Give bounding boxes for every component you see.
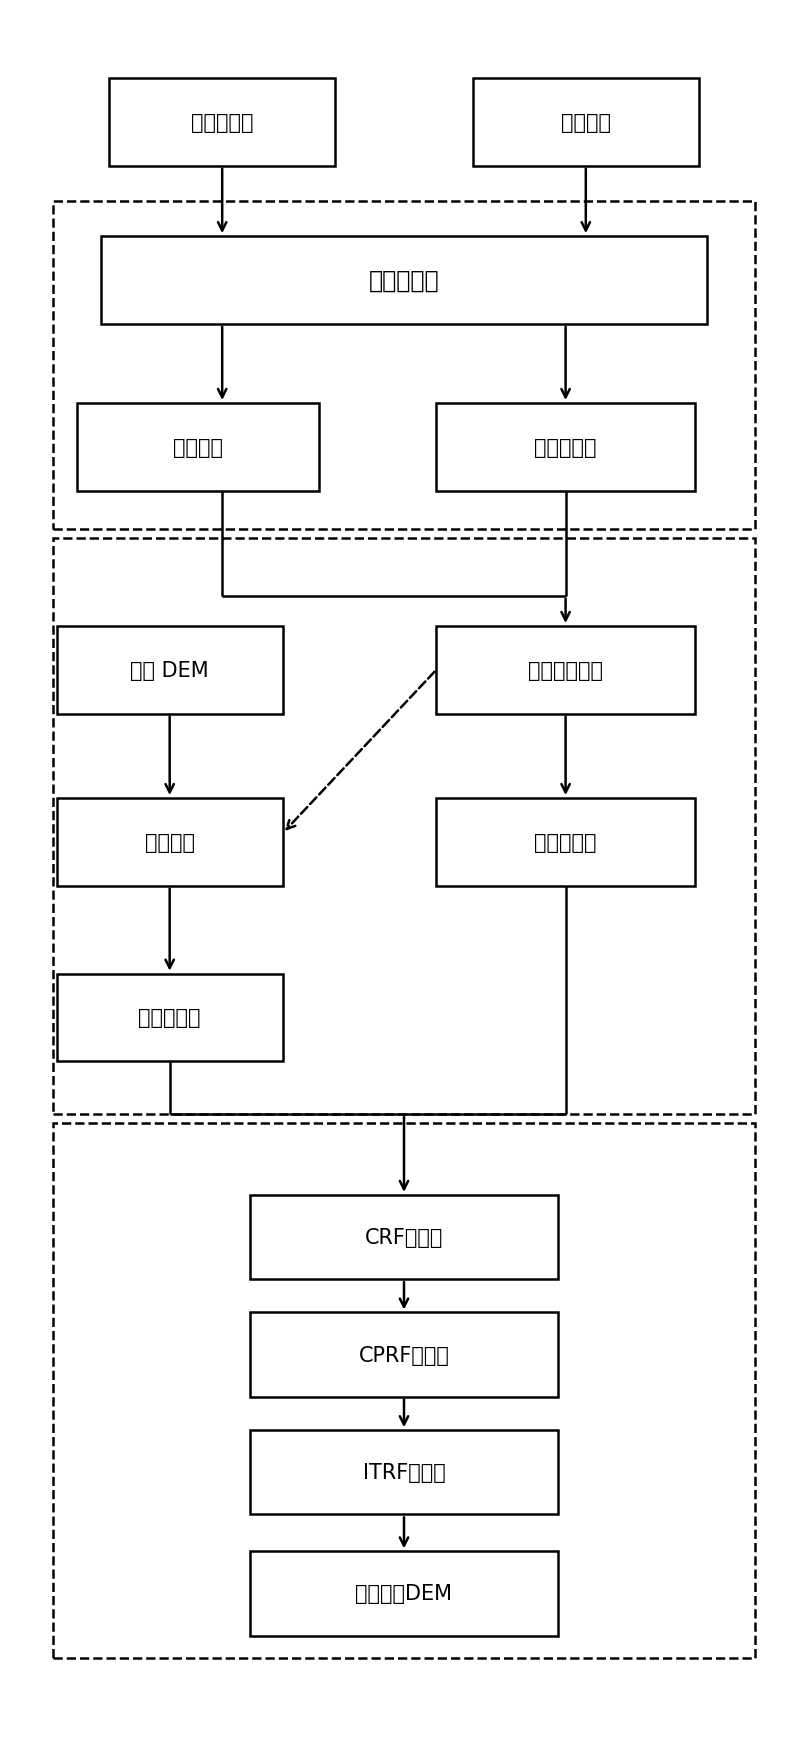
Text: 差分相位: 差分相位 xyxy=(561,112,611,133)
Text: 回波相干性: 回波相干性 xyxy=(191,112,254,133)
Text: 回波偏角解: 回波偏角解 xyxy=(138,1007,201,1028)
Bar xyxy=(436,404,695,491)
Text: 平滑性分析: 平滑性分析 xyxy=(534,437,597,458)
Text: 外部 DEM: 外部 DEM xyxy=(130,660,209,681)
Bar xyxy=(57,799,283,886)
Bar xyxy=(77,404,319,491)
Bar xyxy=(250,1195,558,1279)
Text: CPRF坐标解: CPRF坐标解 xyxy=(359,1344,449,1365)
Bar xyxy=(250,1430,558,1515)
Text: 内插生成DEM: 内插生成DEM xyxy=(356,1583,452,1604)
Bar xyxy=(57,974,283,1062)
Bar xyxy=(250,1551,558,1636)
Text: 有效差分相位: 有效差分相位 xyxy=(528,660,603,681)
Bar xyxy=(436,627,695,714)
Text: CRF坐标解: CRF坐标解 xyxy=(365,1227,443,1248)
Text: 测距値解算: 测距値解算 xyxy=(534,832,597,853)
Bar xyxy=(53,202,755,530)
Text: ITRF坐标解: ITRF坐标解 xyxy=(363,1462,445,1483)
Text: 距离向多视: 距离向多视 xyxy=(368,269,440,293)
Bar xyxy=(57,627,283,714)
Bar xyxy=(250,1313,558,1397)
Bar xyxy=(436,799,695,886)
Bar xyxy=(109,79,335,167)
Bar xyxy=(473,79,699,167)
Text: 阀値分割: 阀値分割 xyxy=(173,437,223,458)
Bar xyxy=(101,237,707,325)
Bar xyxy=(53,539,755,1114)
Bar xyxy=(53,1123,755,1658)
Text: 相位解缠: 相位解缠 xyxy=(145,832,195,853)
